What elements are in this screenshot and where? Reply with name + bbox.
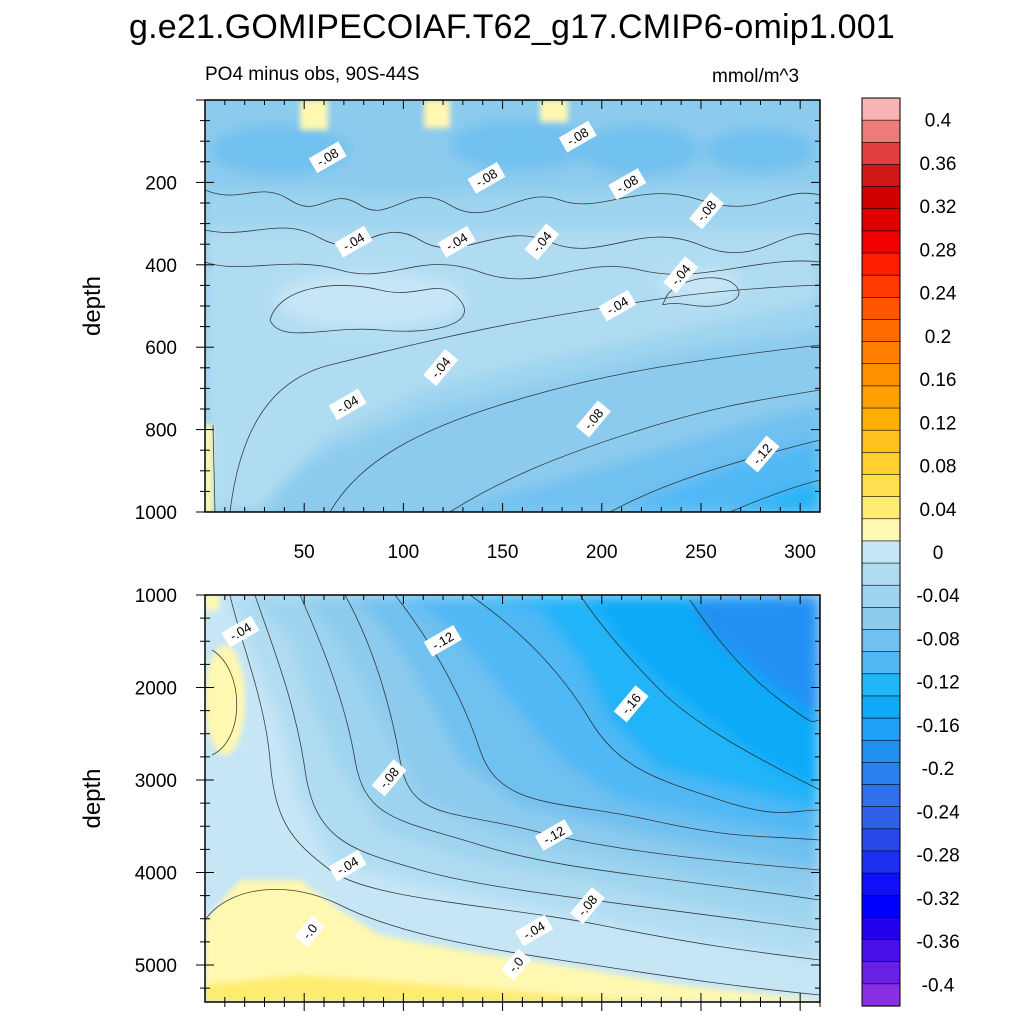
colorbar-tick-label: 0.16 bbox=[920, 370, 957, 391]
y-tick-label: 3000 bbox=[135, 771, 177, 792]
y-tick-label: 5000 bbox=[135, 956, 177, 977]
colorbar-swatch bbox=[861, 961, 901, 985]
colorbar-swatch bbox=[861, 850, 901, 874]
colorbar-tick-label: -0.4 bbox=[922, 975, 955, 996]
y-tick-label: 4000 bbox=[135, 864, 177, 885]
colorbar-swatch bbox=[861, 562, 901, 586]
x-tick-label: 300 bbox=[784, 542, 816, 563]
colorbar-tick-label: -0.12 bbox=[916, 673, 959, 694]
colorbar-swatch bbox=[861, 894, 901, 919]
colorbar: 0.4 0.36 0.32 0.28 0.24 0.2 0.16 0.12 0.08 0.04 0 -… bbox=[861, 97, 960, 1007]
x-tick-label: 150 bbox=[487, 542, 519, 563]
colorbar-tick-label: -0.04 bbox=[916, 586, 960, 607]
figure-title: g.e21.GOMIPECOIAF.T62_g17.CMIP6-omip1.00… bbox=[129, 8, 895, 46]
svg-text:-.0: -.0 bbox=[299, 921, 320, 942]
colorbar-swatch bbox=[861, 407, 901, 431]
colorbar-tick-label: 0 bbox=[933, 543, 944, 564]
colorbar-tick-label: -0.24 bbox=[916, 802, 960, 823]
colorbar-tick-label: 0.32 bbox=[920, 197, 957, 218]
contour-label: -.0 bbox=[294, 915, 325, 948]
colorbar-tick-label: 0.12 bbox=[920, 413, 957, 434]
colorbar-swatch bbox=[861, 141, 901, 166]
colorbar-tick-label: -0.2 bbox=[922, 759, 955, 780]
colorbar-tick-label: 0.4 bbox=[925, 111, 952, 132]
colorbar-swatch bbox=[861, 474, 901, 498]
colorbar-swatch bbox=[861, 97, 901, 121]
colorbar-swatch bbox=[861, 584, 901, 608]
colorbar-swatch bbox=[861, 429, 901, 453]
y-tick-label: 1000 bbox=[135, 586, 177, 607]
contour-label: -.0 bbox=[500, 948, 532, 981]
y-axis-label: depth bbox=[79, 276, 106, 336]
colorbar-swatch bbox=[861, 651, 901, 675]
colorbar-tick-label: -0.32 bbox=[916, 889, 959, 910]
colorbar-swatch bbox=[861, 119, 901, 143]
colorbar-swatch bbox=[861, 695, 901, 719]
y-tick-label: 1000 bbox=[135, 503, 177, 524]
tick-marks bbox=[196, 99, 821, 1011]
colorbar-swatch bbox=[861, 363, 901, 387]
colorbar-tick-label: -0.08 bbox=[916, 629, 959, 650]
colorbar-swatch bbox=[861, 208, 901, 232]
colorbar-swatch bbox=[861, 230, 901, 254]
colorbar-swatch bbox=[861, 385, 901, 409]
y-axis-label: depth bbox=[79, 768, 106, 828]
colorbar-swatch bbox=[861, 806, 901, 830]
colorbar-swatch bbox=[861, 739, 901, 763]
units-subtitle: mmol/m^3 bbox=[712, 66, 800, 87]
left-subtitle: PO4 minus obs, 90S-44S bbox=[205, 64, 420, 85]
colorbar-swatch bbox=[861, 297, 901, 321]
colorbar-tick-label: -0.16 bbox=[916, 716, 959, 737]
colorbar-tick-label: 0.24 bbox=[920, 284, 957, 305]
colorbar-tick-label: -0.28 bbox=[916, 846, 959, 867]
colorbar-swatch bbox=[861, 828, 901, 852]
y-tick-label: 200 bbox=[145, 173, 177, 194]
colorbar-swatch bbox=[861, 717, 901, 741]
y-tick-label: 2000 bbox=[135, 679, 177, 700]
colorbar-tick-label: 0.2 bbox=[925, 327, 951, 348]
axis-labels: 50 100 150 200 250 300 200 400 600 800 1000 depth 10… bbox=[79, 173, 816, 977]
colorbar-swatch bbox=[861, 540, 901, 564]
x-tick-label: 250 bbox=[685, 542, 717, 563]
colorbar-swatch bbox=[861, 762, 901, 786]
x-tick-label: 50 bbox=[294, 542, 315, 563]
colorbar-tick-label: 0.36 bbox=[920, 154, 957, 175]
colorbar-swatch bbox=[861, 496, 901, 520]
colorbar-swatch bbox=[861, 917, 901, 941]
colorbar-swatch bbox=[861, 518, 901, 542]
lower-panel-field bbox=[205, 595, 820, 1002]
colorbar-swatch bbox=[861, 186, 901, 210]
colorbar-tick-label: 0.08 bbox=[920, 457, 957, 478]
colorbar-swatch bbox=[861, 274, 901, 298]
svg-text:-.0: -.0 bbox=[505, 954, 526, 975]
colorbar-swatch bbox=[861, 673, 901, 697]
y-tick-label: 600 bbox=[145, 338, 177, 359]
y-tick-label: 400 bbox=[145, 256, 177, 277]
x-tick-label: 200 bbox=[586, 542, 618, 563]
colorbar-swatch bbox=[861, 872, 901, 896]
colorbar-swatch bbox=[861, 341, 901, 365]
colorbar-frame bbox=[861, 97, 901, 1007]
colorbar-swatch bbox=[861, 319, 901, 343]
colorbar-swatch bbox=[861, 164, 901, 188]
contour-labels: -.08-.08-.08-.08-.08-.04 -.04 -.04-.04-.04… bbox=[221, 120, 780, 981]
colorbar-swatch bbox=[861, 452, 901, 476]
lower-panel-frame bbox=[204, 594, 821, 1003]
colorbar-tick-label: 0.04 bbox=[920, 500, 957, 521]
y-tick-label: 800 bbox=[145, 421, 177, 442]
upper-panel-field bbox=[205, 100, 820, 512]
colorbar-swatch bbox=[861, 629, 901, 653]
x-tick-label: 100 bbox=[388, 542, 420, 563]
colorbar-swatch bbox=[861, 607, 901, 631]
colorbar-tick-label: 0.28 bbox=[920, 240, 957, 261]
colorbar-swatch bbox=[861, 983, 901, 1007]
colorbar-tick-label: -0.36 bbox=[916, 932, 959, 953]
colorbar-swatch bbox=[861, 939, 901, 963]
colorbar-swatch bbox=[861, 784, 901, 808]
colorbar-swatch bbox=[861, 252, 901, 276]
